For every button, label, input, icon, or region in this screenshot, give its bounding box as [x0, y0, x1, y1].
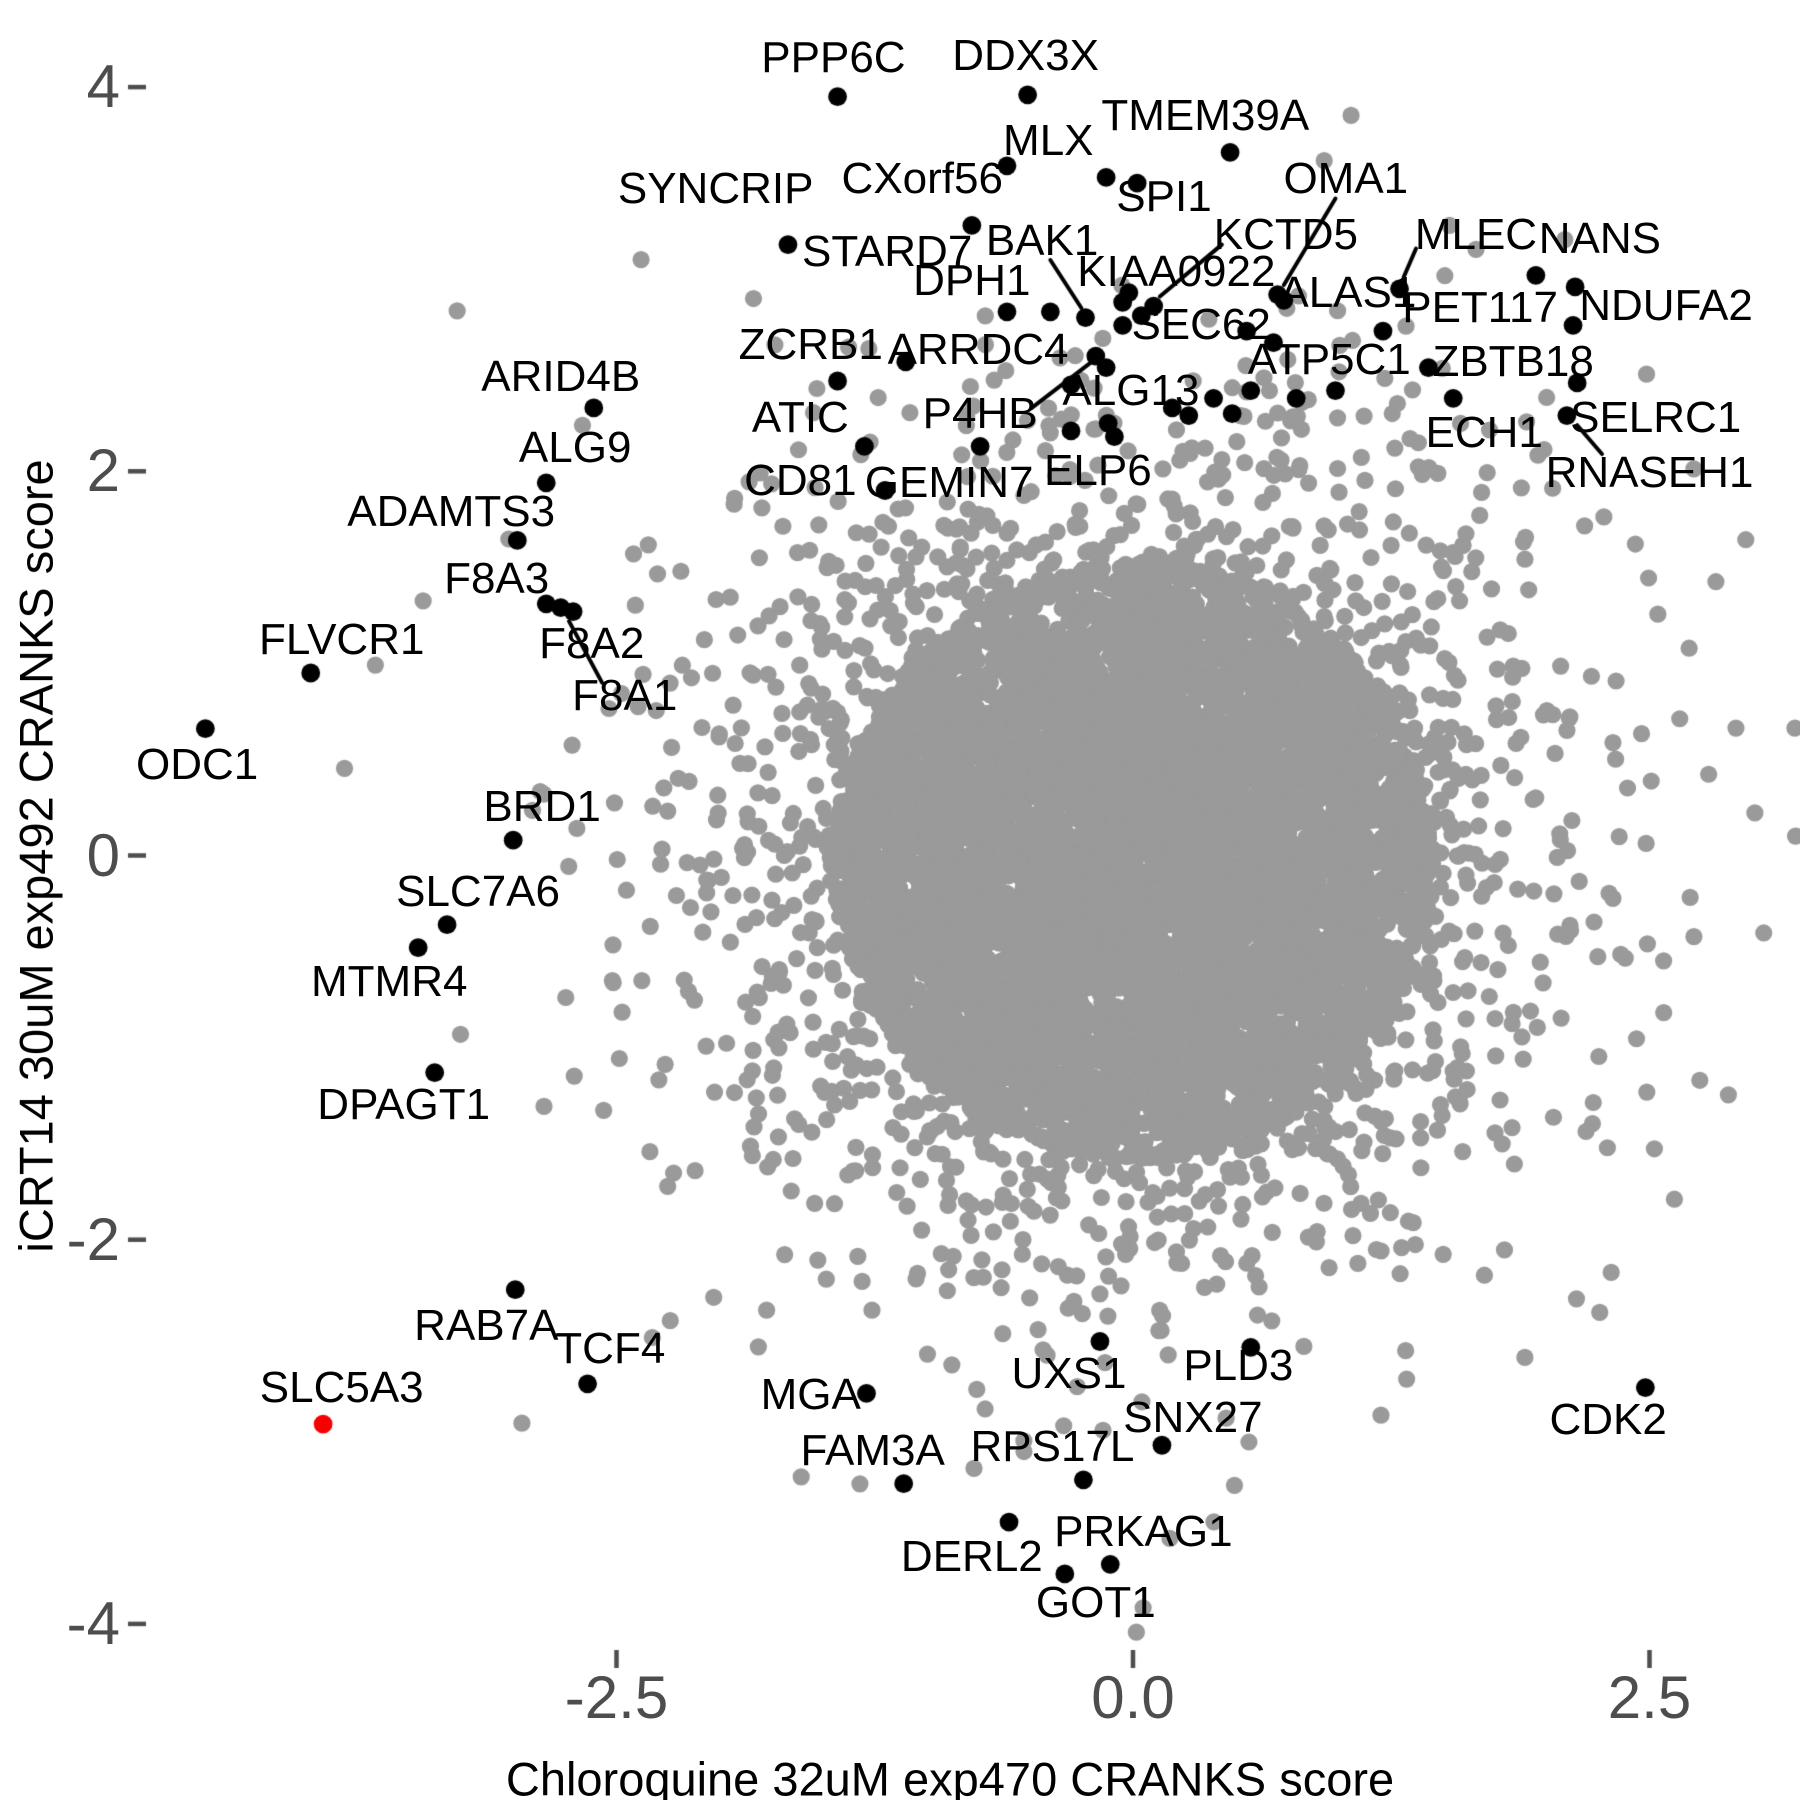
gene-label-RAB7A: RAB7A — [414, 1301, 559, 1351]
gene-label-ALAS1: ALAS1 — [1279, 267, 1417, 317]
x-tick-label--2.5: -2.5 — [564, 1664, 669, 1731]
gene-label-P4HB: P4HB — [922, 388, 1038, 438]
gene-label-CXorf56: CXorf56 — [841, 154, 1003, 204]
gene-label-MLX: MLX — [1003, 115, 1094, 165]
gene-label-SPI1: SPI1 — [1116, 171, 1212, 221]
gene-label-BRD1: BRD1 — [483, 782, 601, 832]
gene-label-CD81: CD81 — [744, 455, 857, 505]
gene-label-SEC62: SEC62 — [1131, 300, 1271, 350]
gene-label-TCF4: TCF4 — [555, 1324, 666, 1374]
gene-label-DERL2: DERL2 — [900, 1531, 1043, 1581]
gene-label-NANS: NANS — [1538, 213, 1662, 263]
gene-label-ZBTB18: ZBTB18 — [1432, 336, 1594, 386]
gene-label-DDX3X: DDX3X — [952, 31, 1099, 81]
gene-label-RNASEH1: RNASEH1 — [1545, 448, 1754, 498]
gene-label-STARD7: STARD7 — [801, 227, 973, 277]
gene-label-GOT1: GOT1 — [1035, 1577, 1156, 1627]
gene-label-ALG9: ALG9 — [518, 423, 632, 473]
gene-label-ATIC: ATIC — [751, 392, 849, 442]
gene-label-RPS17L: RPS17L — [970, 1422, 1135, 1472]
gene-label-ADAMTS3: ADAMTS3 — [347, 486, 556, 536]
y-tick-label-2: 2 — [86, 437, 120, 505]
gene-label-CDK2: CDK2 — [1549, 1395, 1667, 1445]
gene-label-PRKAG1: PRKAG1 — [1054, 1506, 1233, 1556]
x-tick-label-2.5: 2.5 — [1607, 1664, 1692, 1731]
gene-label-GEMIN7: GEMIN7 — [864, 457, 1034, 507]
gene-label-SNX27: SNX27 — [1123, 1393, 1263, 1443]
gene-label-ALG13: ALG13 — [1062, 365, 1200, 415]
gene-label-SYNCRIP: SYNCRIP — [617, 163, 814, 213]
y-tick-label-4: 4 — [86, 53, 120, 121]
gene-label-PET117: PET117 — [1402, 283, 1558, 332]
gene-label-MTMR4: MTMR4 — [311, 957, 468, 1007]
gene-label-UXS1: UXS1 — [1011, 1349, 1127, 1399]
gene-label-DPAGT1: DPAGT1 — [317, 1080, 491, 1130]
gene-label-ATP5C1: ATP5C1 — [1247, 334, 1411, 384]
gene-label-MGA: MGA — [760, 1370, 861, 1420]
gene-label-FAM3A: FAM3A — [800, 1426, 945, 1475]
gene-label-MLEC: MLEC — [1414, 210, 1538, 260]
gene-label-NDUFA2: NDUFA2 — [1579, 281, 1753, 331]
gene-label-F8A1: F8A1 — [572, 671, 678, 721]
gene-label-KCTD5: KCTD5 — [1213, 210, 1358, 260]
gene-label-ARID4B: ARID4B — [481, 352, 641, 402]
gene-label-SLC7A6: SLC7A6 — [396, 866, 561, 916]
gene-label-ZCRB1: ZCRB1 — [738, 319, 883, 369]
gene-label-TMEM39A: TMEM39A — [1101, 90, 1310, 140]
gene-label-ECH1: ECH1 — [1425, 407, 1543, 457]
gene-label-ARRDC4: ARRDC4 — [887, 325, 1069, 375]
gene-label-FLVCR1: FLVCR1 — [258, 615, 425, 665]
y-tick-label-0: 0 — [86, 821, 120, 889]
gene-label-F8A2: F8A2 — [539, 619, 645, 669]
gene-label-SLC5A3: SLC5A3 — [259, 1362, 424, 1412]
x-axis-title: Chloroquine 32uM exp470 CRANKS score — [505, 1752, 1395, 1800]
gene-label-SELRC1: SELRC1 — [1570, 392, 1742, 442]
gene-label-KIAA0922: KIAA0922 — [1077, 246, 1276, 296]
gene-label-BAK1: BAK1 — [985, 215, 1099, 265]
gene-label-DPH1: DPH1 — [913, 256, 1031, 306]
gene-label-PPP6C: PPP6C — [761, 33, 906, 83]
x-tick-label-0.0: 0.0 — [1091, 1664, 1175, 1731]
gene-label-ODC1: ODC1 — [135, 740, 259, 790]
gene-label-PLD3: PLD3 — [1183, 1341, 1294, 1391]
y-tick-label--2: -2 — [66, 1205, 120, 1273]
gene-label-F8A3: F8A3 — [444, 553, 550, 603]
y-axis-title: iCRT14 30uM exp492 CRANKS score — [9, 459, 63, 1253]
gene-label-ELP6: ELP6 — [1044, 446, 1152, 496]
y-tick-label--4: -4 — [66, 1589, 120, 1657]
gene-label-OMA1: OMA1 — [1283, 154, 1409, 204]
